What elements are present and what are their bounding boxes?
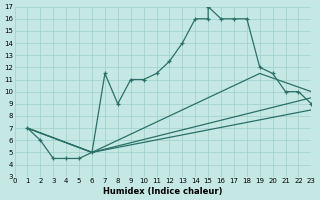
- X-axis label: Humidex (Indice chaleur): Humidex (Indice chaleur): [103, 187, 223, 196]
